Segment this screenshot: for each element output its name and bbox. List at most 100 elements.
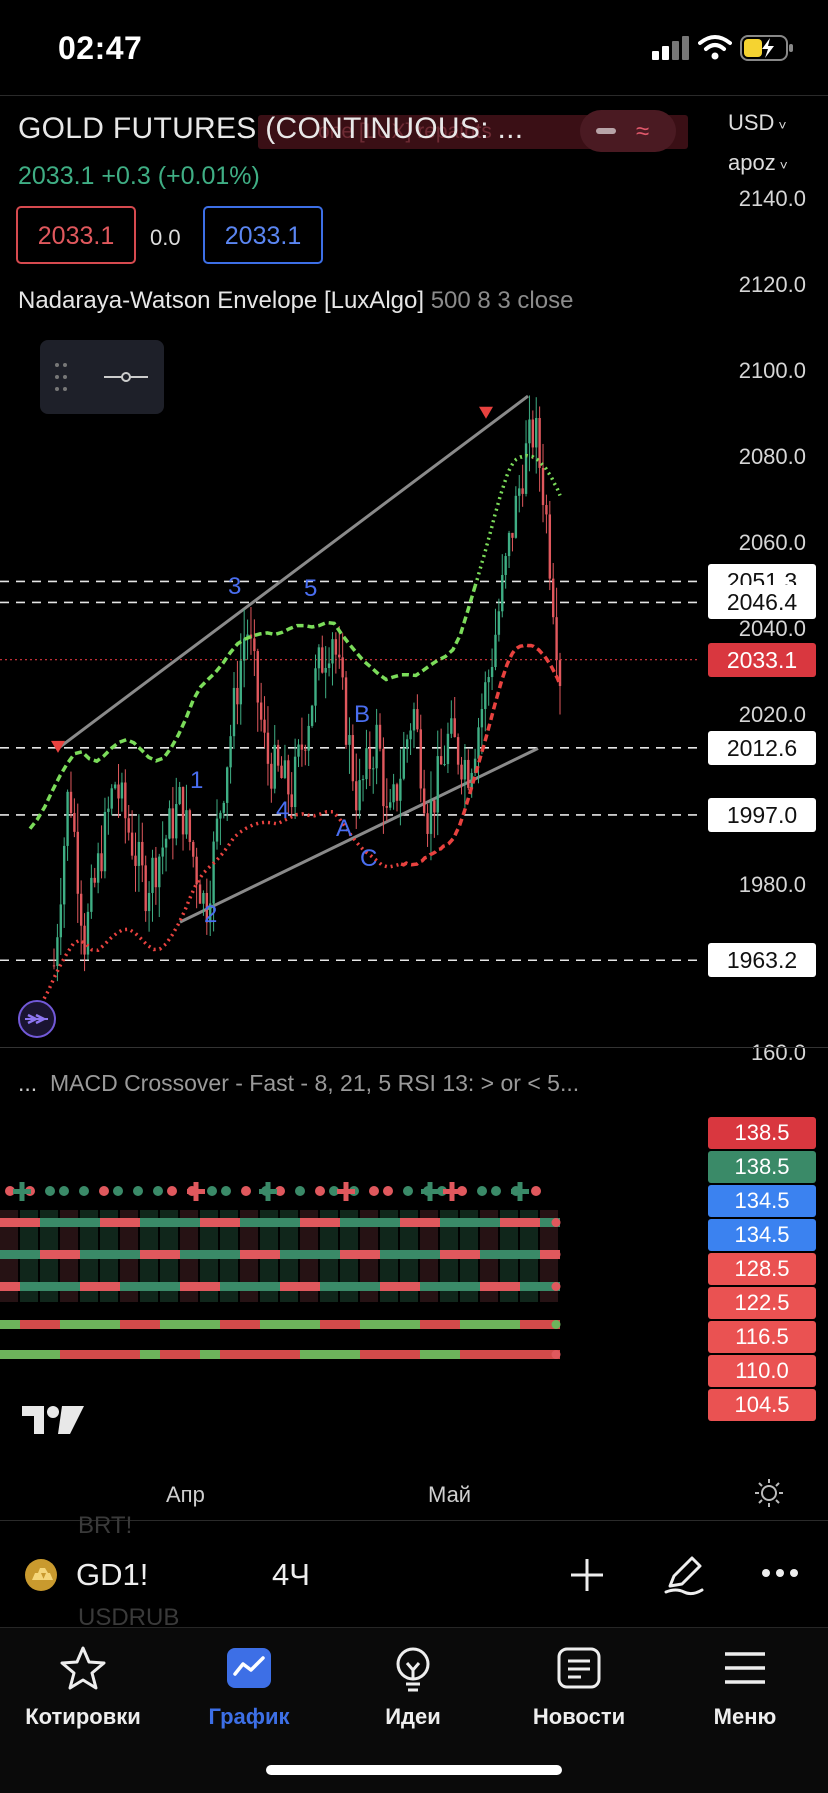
menu-icon [725, 1652, 765, 1684]
more-icon[interactable] [760, 1566, 800, 1580]
candle-body [276, 744, 280, 766]
nav-ideas[interactable]: Идеи [330, 1628, 496, 1768]
brightness-icon[interactable] [754, 1478, 784, 1508]
macd-pane-chart[interactable] [0, 1120, 700, 1440]
nav-label: Меню [713, 1704, 777, 1729]
macd-value-tag: 122.5 [708, 1287, 816, 1319]
candle-body [501, 575, 504, 612]
battery-icon [740, 35, 793, 61]
macd-bar-segment [0, 1250, 20, 1259]
drag-handle-icon[interactable] [54, 362, 68, 392]
candle-body [280, 765, 283, 778]
indicator-legend[interactable]: Nadaraya-Watson Envelope [LuxAlgo] 500 8… [18, 287, 573, 315]
macd-bar-segment [280, 1350, 300, 1359]
macd-bar-segment [300, 1282, 320, 1291]
macd-bar-segment [220, 1282, 240, 1291]
price-chart[interactable]: 1 2 3 4 5 A B C [0, 160, 700, 1048]
candle-body [212, 841, 215, 904]
lightbulb-icon [396, 1647, 430, 1692]
macd-value-tag: 138.5 [708, 1117, 816, 1149]
macd-bar-segment [180, 1320, 200, 1329]
candle-body [76, 831, 79, 894]
ghost-symbol-below: USDRUB_ [78, 1604, 193, 1631]
level-tag: 1963.2 [708, 943, 816, 978]
macd-bar-segment [120, 1218, 140, 1227]
candle-body [209, 903, 212, 923]
wave-label: B [354, 701, 370, 728]
symbol-ticker[interactable]: GD1! [76, 1557, 149, 1592]
buy-button[interactable]: 2033.1 [203, 206, 323, 264]
macd-bar-segment [400, 1250, 420, 1259]
candle-body [242, 638, 246, 661]
macd-bar-segment [160, 1218, 180, 1227]
macd-bar-segment [40, 1350, 60, 1359]
macd-bar-segment [540, 1320, 560, 1329]
macd-bar-segment [480, 1282, 500, 1291]
candle-body [436, 756, 439, 813]
macd-signal-dot [133, 1186, 143, 1196]
macd-bar-segment [120, 1282, 140, 1291]
nav-news[interactable]: Новости [496, 1628, 662, 1768]
macd-bar-segment [440, 1250, 460, 1259]
macd-bar-segment [500, 1218, 520, 1227]
macd-bar-segment [140, 1282, 160, 1291]
candle-body [93, 877, 96, 883]
macd-bar-segment [220, 1250, 240, 1259]
macd-bar-segment [100, 1350, 120, 1359]
currency-selector[interactable]: USD ˅ [728, 110, 787, 136]
macd-signal-dot [99, 1186, 109, 1196]
macd-cross-v [343, 1182, 349, 1201]
candle-body [334, 639, 338, 655]
macd-value-tag: 104.5 [708, 1389, 816, 1421]
pane-divider[interactable] [0, 1047, 828, 1048]
chevron-down-icon: ˅ [774, 117, 787, 133]
candle-body [283, 760, 287, 778]
add-icon[interactable] [568, 1556, 606, 1594]
line-tool-icon[interactable] [104, 370, 148, 384]
indicator-title: Nadaraya-Watson Envelope [LuxAlgo] [18, 287, 425, 314]
price-axis-label: 2120.0 [738, 272, 806, 297]
account-selector[interactable]: apoz ˅ [728, 150, 788, 176]
pen-icon[interactable] [662, 1552, 706, 1596]
candle-body [429, 800, 433, 834]
macd-bar-segment [440, 1350, 460, 1359]
candle-body [239, 660, 242, 705]
symbol-title[interactable]: GOLD FUTURES (CONTINUOUS: ... [18, 112, 524, 145]
nav-quotes[interactable]: Котировки [0, 1628, 166, 1768]
candle-body [215, 818, 219, 842]
indicator-toggle-pill[interactable]: ≈ [580, 110, 676, 152]
macd-bar-segment [160, 1320, 180, 1329]
macd-bar-segment [0, 1282, 20, 1291]
macd-signal-dot [403, 1186, 413, 1196]
price-axis-label: 2020.0 [738, 702, 806, 727]
sell-button[interactable]: 2033.1 [16, 206, 136, 264]
macd-bar-segment [80, 1282, 100, 1291]
candle-body [365, 748, 368, 780]
ghost-symbol-above: BRT! [78, 1512, 133, 1539]
candle-body [144, 865, 147, 912]
candle-body [73, 813, 76, 832]
candle-body [161, 847, 164, 857]
macd-bar-segment [260, 1218, 280, 1227]
candle-body [127, 818, 130, 833]
macd-bar-cap [551, 1320, 561, 1329]
macd-bar-segment [540, 1218, 560, 1227]
macd-signal-dot [167, 1186, 177, 1196]
drawing-toolbar-widget[interactable] [40, 340, 164, 414]
macd-bar-segment [520, 1250, 540, 1259]
interval-selector[interactable]: 4Ч [272, 1557, 310, 1592]
status-time: 02:47 [58, 30, 143, 66]
candle-body [154, 857, 158, 888]
macd-signal-dot [207, 1186, 217, 1196]
nav-menu[interactable]: Меню [662, 1628, 828, 1768]
candle-body [416, 709, 419, 730]
candle-body [297, 744, 300, 757]
wave-label: 5 [304, 575, 317, 602]
macd-indicator-label[interactable]: ... MACD Crossover - Fast - 8, 21, 5 RSI… [18, 1070, 579, 1097]
macd-bar-segment [180, 1250, 200, 1259]
replay-button[interactable] [18, 1000, 56, 1038]
macd-bar-segment [80, 1320, 100, 1329]
star-icon [60, 1646, 106, 1690]
nav-chart[interactable]: График [166, 1628, 332, 1768]
envelope-upper-dashed [28, 585, 477, 830]
